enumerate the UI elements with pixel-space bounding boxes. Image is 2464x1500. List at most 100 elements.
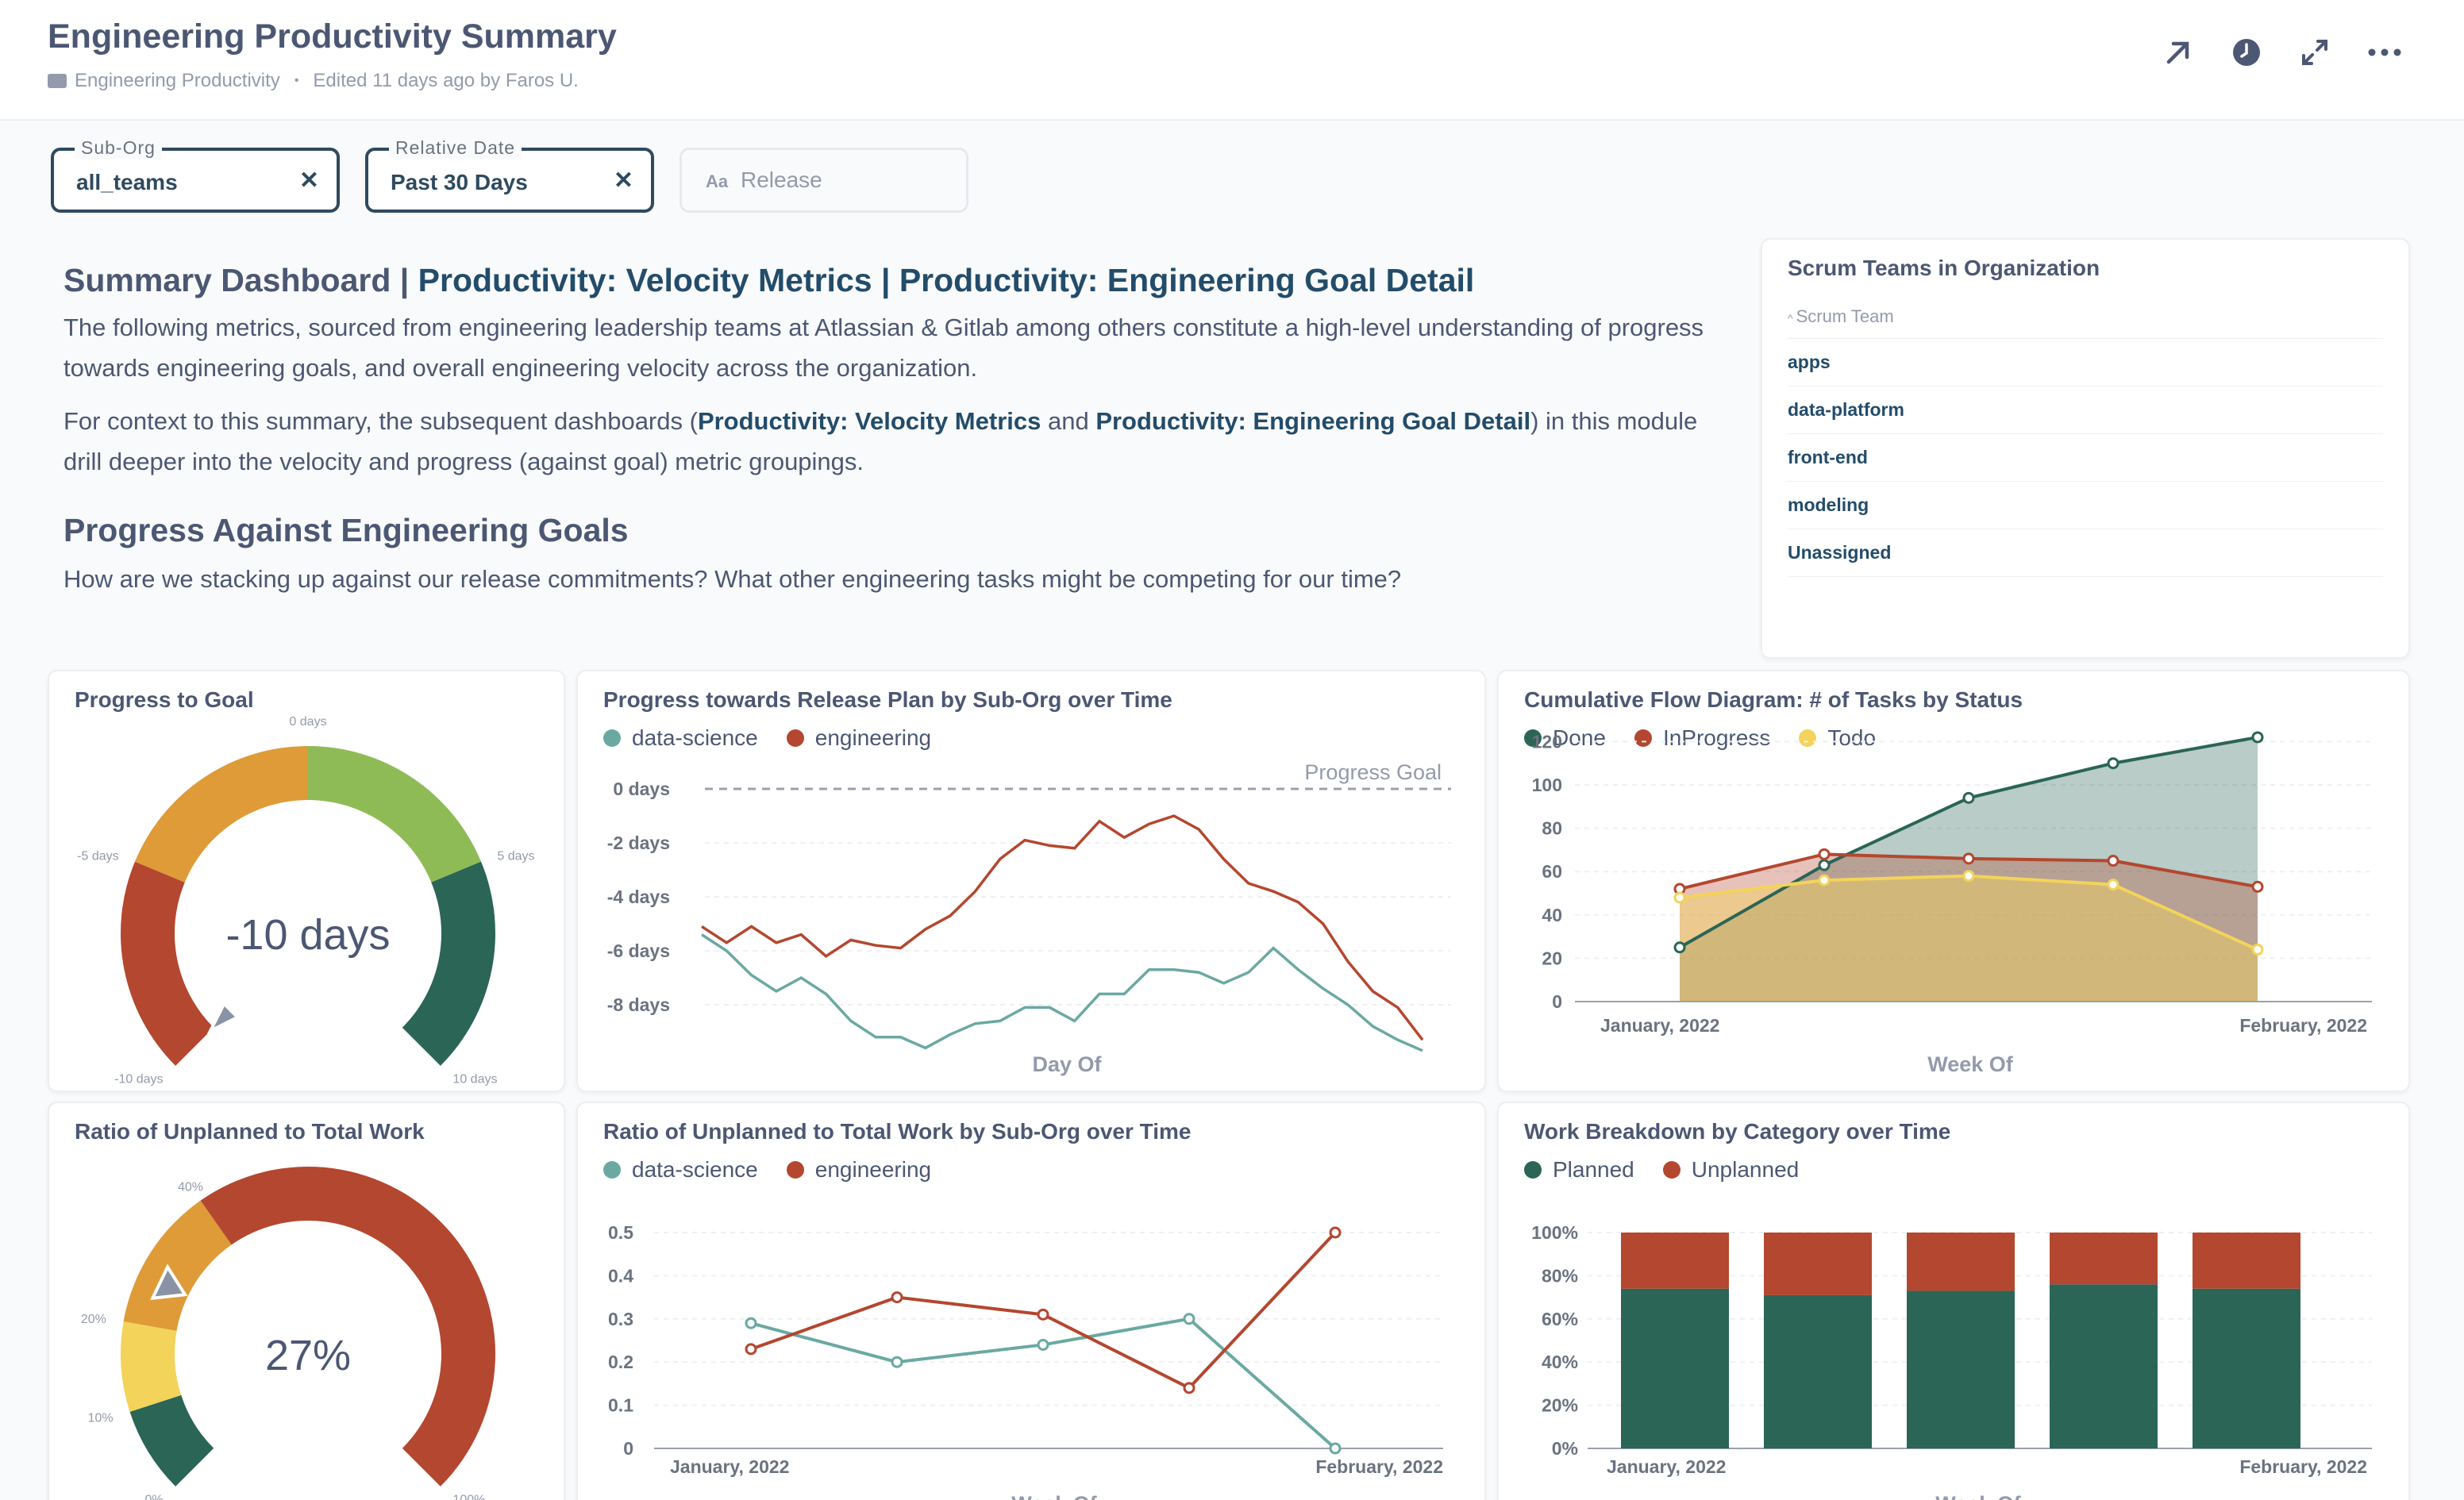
legend-item[interactable]: Done [1524, 725, 1606, 751]
series-area [1680, 854, 2258, 1002]
gauge-tick-label: 0% [144, 1493, 163, 1500]
y-tick-label: 80% [1542, 1265, 1578, 1286]
velocity-metrics-link[interactable]: Productivity: Velocity Metrics [418, 262, 872, 298]
gauge-segment [134, 746, 308, 883]
legend-label: engineering [814, 1157, 932, 1182]
gauge-tick-label: -10 days [114, 1072, 163, 1086]
sub-org-filter[interactable]: Sub-Org all_teams ✕ [51, 137, 340, 213]
work-breakdown-card[interactable]: Work Breakdown by Category over Time Pla… [1497, 1102, 2410, 1500]
y-tick-label: 100 [1532, 775, 1562, 795]
column-header-scrum-team[interactable]: ^ Scrum Team [1788, 295, 2383, 339]
clear-icon[interactable]: ✕ [298, 167, 319, 194]
gauge-segment [129, 1394, 214, 1487]
table-row[interactable]: apps [1788, 339, 2383, 387]
legend-item[interactable]: engineering [786, 1157, 932, 1183]
fullscreen-icon[interactable] [2299, 37, 2331, 68]
data-point [1962, 791, 1975, 804]
card-title: Ratio of Unplanned to Total Work by Sub-… [603, 1119, 1192, 1144]
x-axis-label: Day Of [1032, 1052, 1102, 1076]
progress-to-goal-card[interactable]: Progress to Goal -10 days -5 days 0 days 5 … [48, 670, 565, 1092]
goal-label: Progress Goal [1304, 760, 1442, 784]
legend-item[interactable]: Unplanned [1662, 1157, 1799, 1183]
filter-label: Relative Date [389, 137, 522, 159]
more-options-icon[interactable] [2367, 37, 2401, 68]
folder-icon [48, 74, 67, 88]
gauge-pointer [149, 1263, 188, 1301]
gauge-tick-label: -5 days [77, 849, 118, 863]
header-actions [2162, 37, 2401, 68]
y-tick-label: 0.1 [608, 1395, 633, 1416]
heading-prefix: Summary Dashboard | [64, 262, 418, 298]
legend-label: Done [1553, 725, 1606, 750]
table-row[interactable]: front-end [1788, 434, 2383, 482]
x-tick-label: February, 2022 [2239, 1015, 2367, 1036]
x-tick-label: February, 2022 [2239, 1456, 2367, 1477]
series-line [701, 933, 1423, 1052]
legend-swatch [786, 1161, 804, 1179]
legend-swatch [1524, 1161, 1542, 1179]
unplanned-by-suborg-card[interactable]: Ratio of Unplanned to Total Work by Sub-… [576, 1102, 1486, 1500]
goal-detail-link[interactable]: Productivity: Engineering Goal Detail [899, 262, 1475, 298]
clear-icon[interactable]: ✕ [613, 167, 633, 194]
filter-placeholder: Release [741, 167, 822, 192]
x-tick-label: January, 2022 [1607, 1456, 1726, 1477]
y-tick-label: 0.5 [608, 1222, 633, 1243]
data-point [2251, 731, 2264, 744]
collection-link[interactable]: Engineering Productivity [75, 70, 280, 91]
y-tick-label: -2 days [607, 833, 670, 853]
card-title: Work Breakdown by Category over Time [1524, 1119, 1951, 1144]
series-area [1680, 875, 2258, 1002]
unplanned-ratio-card[interactable]: Ratio of Unplanned to Total Work 0% 10% 20… [48, 1102, 565, 1500]
x-axis-label: Week Of [1927, 1052, 2014, 1076]
bar-segment [1621, 1233, 1729, 1289]
y-tick-label: 120 [1532, 731, 1562, 752]
table-row[interactable]: modeling [1788, 482, 2383, 529]
legend-item[interactable]: Planned [1524, 1157, 1634, 1183]
edited-info[interactable]: Edited 11 days ago by Faros U. [313, 70, 579, 91]
data-point [1329, 1442, 1342, 1455]
x-tick-label: January, 2022 [1600, 1015, 1719, 1036]
legend-swatch [1634, 729, 1652, 747]
legend-swatch [603, 1161, 621, 1179]
data-point [1183, 1313, 1195, 1325]
legend-swatch [1662, 1161, 1681, 1179]
text-span: ) in this module drill deeper into the v… [64, 407, 1698, 475]
context-paragraph: For context to this summary, the subsequ… [64, 401, 1731, 482]
legend-item[interactable]: data-science [603, 725, 758, 751]
gauge-segment [121, 861, 214, 1066]
column-header-label: Scrum Team [1796, 306, 1894, 326]
release-plan-line-chart: 0 days -2 days -4 days -6 days -8 days Progre… [607, 760, 1451, 1076]
share-arrow-icon[interactable] [2162, 37, 2194, 68]
y-tick-label: 0% [1552, 1438, 1578, 1459]
gauge-tick-label: 10% [88, 1412, 114, 1425]
data-point [1818, 859, 1831, 871]
y-tick-label: 20% [1542, 1395, 1578, 1416]
bar-segment [1621, 1288, 1729, 1448]
goal-detail-inline-link[interactable]: Productivity: Engineering Goal Detail [1095, 407, 1531, 435]
data-point [745, 1317, 757, 1329]
cumulative-flow-card[interactable]: Cumulative Flow Diagram: # of Tasks by S… [1497, 670, 2410, 1092]
legend-item[interactable]: InProgress [1634, 725, 1770, 751]
legend-item[interactable]: data-science [603, 1157, 758, 1183]
legend-item[interactable]: Todo [1799, 725, 1876, 751]
legend-label: data-science [632, 725, 758, 750]
relative-date-filter[interactable]: Relative Date Past 30 Days ✕ [365, 137, 654, 213]
gauge-tick-label: 0 days [289, 715, 326, 729]
clock-icon[interactable] [2231, 37, 2262, 68]
intro-text-card: Summary Dashboard | Productivity: Veloci… [64, 262, 1731, 612]
separator-dot: • [294, 74, 299, 87]
y-tick-label: 40% [1542, 1352, 1578, 1372]
gauge-tick-label: 40% [178, 1181, 203, 1194]
release-plan-card[interactable]: Progress towards Release Plan by Sub-Org… [576, 670, 1486, 1092]
release-filter[interactable]: Aa Release [680, 148, 968, 213]
bar-segment [2193, 1233, 2300, 1289]
legend-item[interactable]: engineering [786, 725, 931, 751]
legend-swatch [1799, 729, 1817, 747]
gauge-pointer [206, 1001, 241, 1035]
table-row[interactable]: Unassigned [1788, 529, 2383, 577]
scrum-teams-card: Scrum Teams in Organization ^ Scrum Team … [1761, 238, 2410, 659]
velocity-metrics-inline-link[interactable]: Productivity: Velocity Metrics [697, 407, 1041, 435]
table-row[interactable]: data-platform [1788, 387, 2383, 434]
x-axis-label: Week Of [1011, 1492, 1098, 1500]
data-point [1329, 1226, 1342, 1239]
